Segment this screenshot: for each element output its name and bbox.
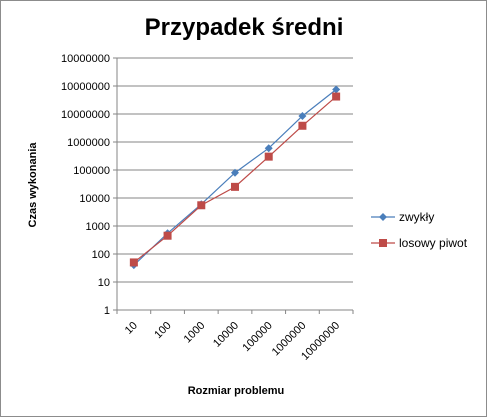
y-tick-label: 10000000 xyxy=(61,109,110,121)
y-axis-tick-labels: 1 10 100 1000 10000 100000 1000000 10000000 1000… xyxy=(61,53,110,317)
data-point xyxy=(332,92,341,101)
x-axis-title: Rozmiar problemu xyxy=(188,385,285,397)
series-layer xyxy=(129,85,341,270)
y-tick-label: 10000000 xyxy=(61,53,110,65)
y-tick-label: 1000000 xyxy=(67,137,110,149)
data-point xyxy=(298,111,307,120)
y-tick-label: 10000000 xyxy=(61,81,110,93)
y-tick-label: 10 xyxy=(98,277,110,289)
series-1 xyxy=(129,85,341,270)
data-point xyxy=(129,258,138,267)
data-point xyxy=(231,182,239,191)
y-tick-label: 100000 xyxy=(73,165,110,177)
legend-label: zwykły xyxy=(399,210,434,224)
x-tick-label: 1000 xyxy=(182,320,208,346)
y-axis-title: Czas wykonania xyxy=(27,142,39,228)
legend: zwykły losowy piwot xyxy=(371,210,468,250)
data-point xyxy=(264,152,273,161)
data-point xyxy=(332,85,341,94)
series-2 xyxy=(129,92,341,267)
x-tick-label: 10000 xyxy=(211,320,241,350)
data-point xyxy=(264,144,273,153)
legend-label: losowy piwot xyxy=(399,236,468,250)
legend-marker xyxy=(379,213,387,221)
x-tick-label: 10 xyxy=(123,320,140,337)
y-tick-label: 1 xyxy=(104,305,110,317)
axes xyxy=(116,58,354,314)
x-tick-label: 100 xyxy=(152,320,173,341)
y-tick-label: 1000 xyxy=(86,221,110,233)
y-tick-label: 10000 xyxy=(79,193,110,205)
legend-marker xyxy=(379,239,387,247)
gridlines xyxy=(113,57,353,311)
data-point xyxy=(298,121,307,130)
chart-title: Przypadek średni xyxy=(145,14,344,41)
data-point xyxy=(163,231,172,240)
data-point xyxy=(231,168,239,177)
legend-item: zwykły xyxy=(371,210,434,224)
legend-item: losowy piwot xyxy=(371,236,468,250)
data-point xyxy=(197,201,206,210)
y-tick-label: 100 xyxy=(92,249,110,261)
